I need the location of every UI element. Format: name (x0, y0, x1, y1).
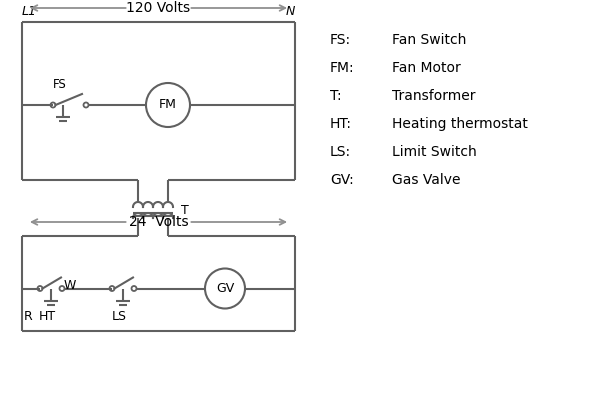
Text: Gas Valve: Gas Valve (392, 173, 461, 187)
Text: FS: FS (53, 78, 67, 92)
Text: 24  Volts: 24 Volts (129, 215, 188, 229)
Text: LS: LS (112, 310, 126, 323)
Text: Fan Switch: Fan Switch (392, 33, 466, 47)
Text: Limit Switch: Limit Switch (392, 145, 477, 159)
Text: R: R (24, 310, 33, 323)
Text: GV:: GV: (330, 173, 354, 187)
Text: LS:: LS: (330, 145, 351, 159)
Text: T:: T: (330, 89, 342, 103)
Text: 120 Volts: 120 Volts (126, 1, 191, 15)
Text: FM:: FM: (330, 61, 355, 75)
Text: HT:: HT: (330, 117, 352, 131)
Text: Fan Motor: Fan Motor (392, 61, 461, 75)
Text: GV: GV (216, 282, 234, 295)
Text: FM: FM (159, 98, 177, 112)
Text: N: N (286, 5, 295, 18)
Text: W: W (64, 279, 76, 292)
Text: Transformer: Transformer (392, 89, 476, 103)
Text: Heating thermostat: Heating thermostat (392, 117, 528, 131)
Text: HT: HT (38, 310, 55, 323)
Text: L1: L1 (22, 5, 37, 18)
Text: T: T (181, 204, 189, 216)
Text: FS:: FS: (330, 33, 351, 47)
